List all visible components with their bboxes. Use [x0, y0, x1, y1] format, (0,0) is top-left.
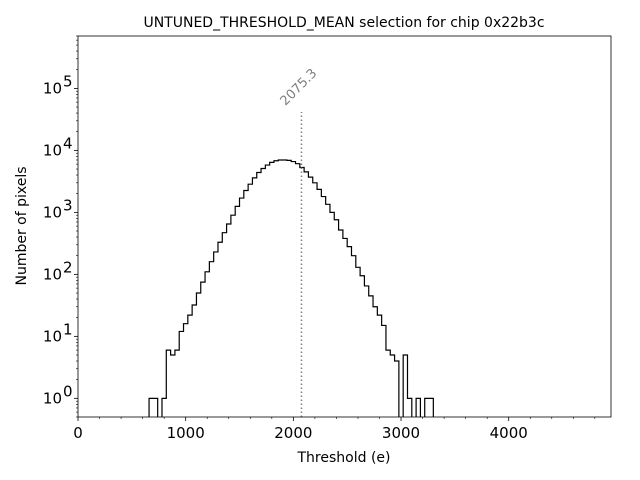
x-tick: 0: [73, 417, 83, 442]
x-tick-label: 0: [73, 424, 83, 442]
y-tick-label: 10: [43, 203, 62, 221]
y-tick: 10 4: [43, 134, 78, 159]
x-tick-label: 1000: [167, 424, 205, 442]
y-tick-exponent: 2: [63, 258, 73, 276]
x-tick: 1000: [167, 417, 205, 442]
x-tick-label: 3000: [382, 424, 420, 442]
y-tick-exponent: 5: [63, 72, 73, 90]
x-tick: 3000: [382, 417, 420, 442]
y-tick: 10 0: [43, 382, 78, 407]
axes-frame: [77, 35, 612, 418]
y-tick: 10 5: [43, 72, 78, 97]
y-tick-exponent: 0: [63, 382, 73, 400]
y-tick-exponent: 3: [63, 196, 73, 214]
y-tick: 10 2: [43, 258, 78, 283]
y-tick-label: 10: [43, 389, 62, 407]
x-axis-label: Threshold (e): [297, 450, 391, 466]
x-tick-label: 4000: [490, 424, 528, 442]
y-tick-label: 10: [43, 327, 62, 345]
y-tick: 10 3: [43, 196, 78, 221]
y-tick-exponent: 1: [63, 320, 73, 338]
y-tick-exponent: 4: [63, 134, 73, 152]
chart-title: UNTUNED_THRESHOLD_MEAN selection for chi…: [143, 15, 544, 31]
x-tick-label: 2000: [274, 424, 312, 442]
y-tick-label: 10: [43, 79, 62, 97]
y-tick: 10 1: [43, 320, 78, 345]
x-tick: 4000: [490, 417, 528, 442]
x-tick: 2000: [274, 417, 312, 442]
mean-line-label: 2075.3: [278, 66, 321, 109]
y-axis-label: Number of pixels: [14, 166, 30, 285]
y-tick-label: 10: [43, 265, 62, 283]
y-tick-label: 10: [43, 141, 62, 159]
histogram-step: [148, 159, 434, 417]
